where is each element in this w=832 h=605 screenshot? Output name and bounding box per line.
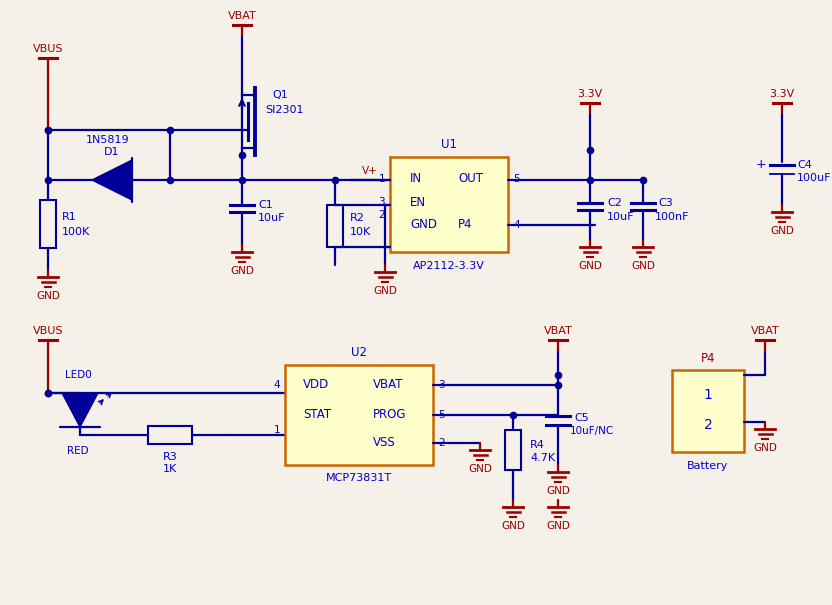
Text: R4: R4 (530, 440, 545, 450)
Text: U2: U2 (351, 347, 367, 359)
Text: 2: 2 (379, 210, 385, 220)
Text: VBUS: VBUS (32, 44, 63, 54)
Text: RED: RED (67, 446, 89, 456)
Text: OUT: OUT (458, 172, 483, 186)
Text: C1: C1 (258, 200, 273, 210)
Text: 1: 1 (379, 174, 385, 184)
Text: VBAT: VBAT (373, 379, 404, 391)
Text: R3: R3 (162, 452, 177, 462)
Text: GND: GND (410, 218, 437, 232)
Text: PROG: PROG (373, 408, 407, 422)
Text: C4: C4 (797, 160, 812, 170)
Text: GND: GND (230, 266, 254, 276)
Bar (505, 430, 521, 470)
Bar (327, 205, 343, 247)
Text: GND: GND (546, 486, 570, 496)
Polygon shape (92, 160, 132, 200)
Text: STAT: STAT (303, 408, 331, 422)
Text: 3: 3 (438, 380, 444, 390)
Text: 1: 1 (274, 425, 280, 435)
Text: 10K: 10K (350, 227, 371, 237)
Text: Q1: Q1 (272, 90, 288, 100)
Text: VDD: VDD (303, 379, 329, 391)
Text: SI2301: SI2301 (265, 105, 304, 115)
Text: VBAT: VBAT (228, 11, 256, 21)
Bar (285, 365, 433, 465)
Text: 2: 2 (438, 438, 444, 448)
Text: 100uF: 100uF (797, 173, 831, 183)
Bar (40, 200, 56, 248)
Text: 1N5819: 1N5819 (87, 135, 130, 145)
Text: 4: 4 (513, 220, 520, 230)
Text: 3: 3 (379, 197, 385, 207)
Text: P4: P4 (701, 352, 716, 364)
Text: MCP73831T: MCP73831T (326, 473, 392, 483)
Text: R1: R1 (62, 212, 77, 222)
Bar (390, 157, 508, 252)
Text: GND: GND (753, 443, 777, 453)
Text: 10uF/NC: 10uF/NC (570, 426, 614, 436)
Text: GND: GND (770, 226, 794, 236)
Text: VBAT: VBAT (750, 326, 780, 336)
Bar (672, 370, 744, 452)
Text: C5: C5 (574, 413, 589, 423)
Text: IN: IN (410, 172, 422, 186)
Text: V+: V+ (362, 166, 378, 176)
Text: AP2112-3.3V: AP2112-3.3V (413, 261, 485, 271)
Text: GND: GND (373, 286, 397, 296)
Text: VBAT: VBAT (543, 326, 572, 336)
Text: GND: GND (36, 291, 60, 301)
Text: GND: GND (501, 521, 525, 531)
Text: 4: 4 (274, 380, 280, 390)
Text: GND: GND (468, 464, 492, 474)
Text: 5: 5 (438, 410, 444, 420)
Text: 3.3V: 3.3V (577, 89, 602, 99)
Text: LED0: LED0 (65, 370, 92, 380)
Text: EN: EN (410, 195, 426, 209)
Text: 10uF: 10uF (258, 213, 285, 223)
Text: GND: GND (578, 261, 602, 271)
Text: Battery: Battery (687, 461, 729, 471)
Text: GND: GND (546, 521, 570, 531)
Text: C3: C3 (658, 198, 673, 208)
Text: VBUS: VBUS (32, 326, 63, 336)
Text: C2: C2 (607, 198, 622, 208)
Polygon shape (62, 393, 98, 427)
Text: 100nF: 100nF (655, 212, 690, 222)
Text: 5: 5 (513, 174, 520, 184)
Bar (148, 426, 192, 444)
Text: +: + (755, 159, 766, 171)
Text: D1: D1 (104, 147, 120, 157)
Text: U1: U1 (441, 139, 457, 151)
Text: 3.3V: 3.3V (770, 89, 795, 99)
Text: 4.7K: 4.7K (530, 453, 555, 463)
Text: P4: P4 (458, 218, 473, 232)
Text: R2: R2 (350, 213, 365, 223)
Text: 1: 1 (704, 388, 712, 402)
Text: GND: GND (631, 261, 655, 271)
Text: 1K: 1K (163, 464, 177, 474)
Text: 100K: 100K (62, 227, 90, 237)
Text: 10uF: 10uF (607, 212, 635, 222)
Text: 2: 2 (704, 418, 712, 432)
Text: VSS: VSS (373, 436, 396, 450)
